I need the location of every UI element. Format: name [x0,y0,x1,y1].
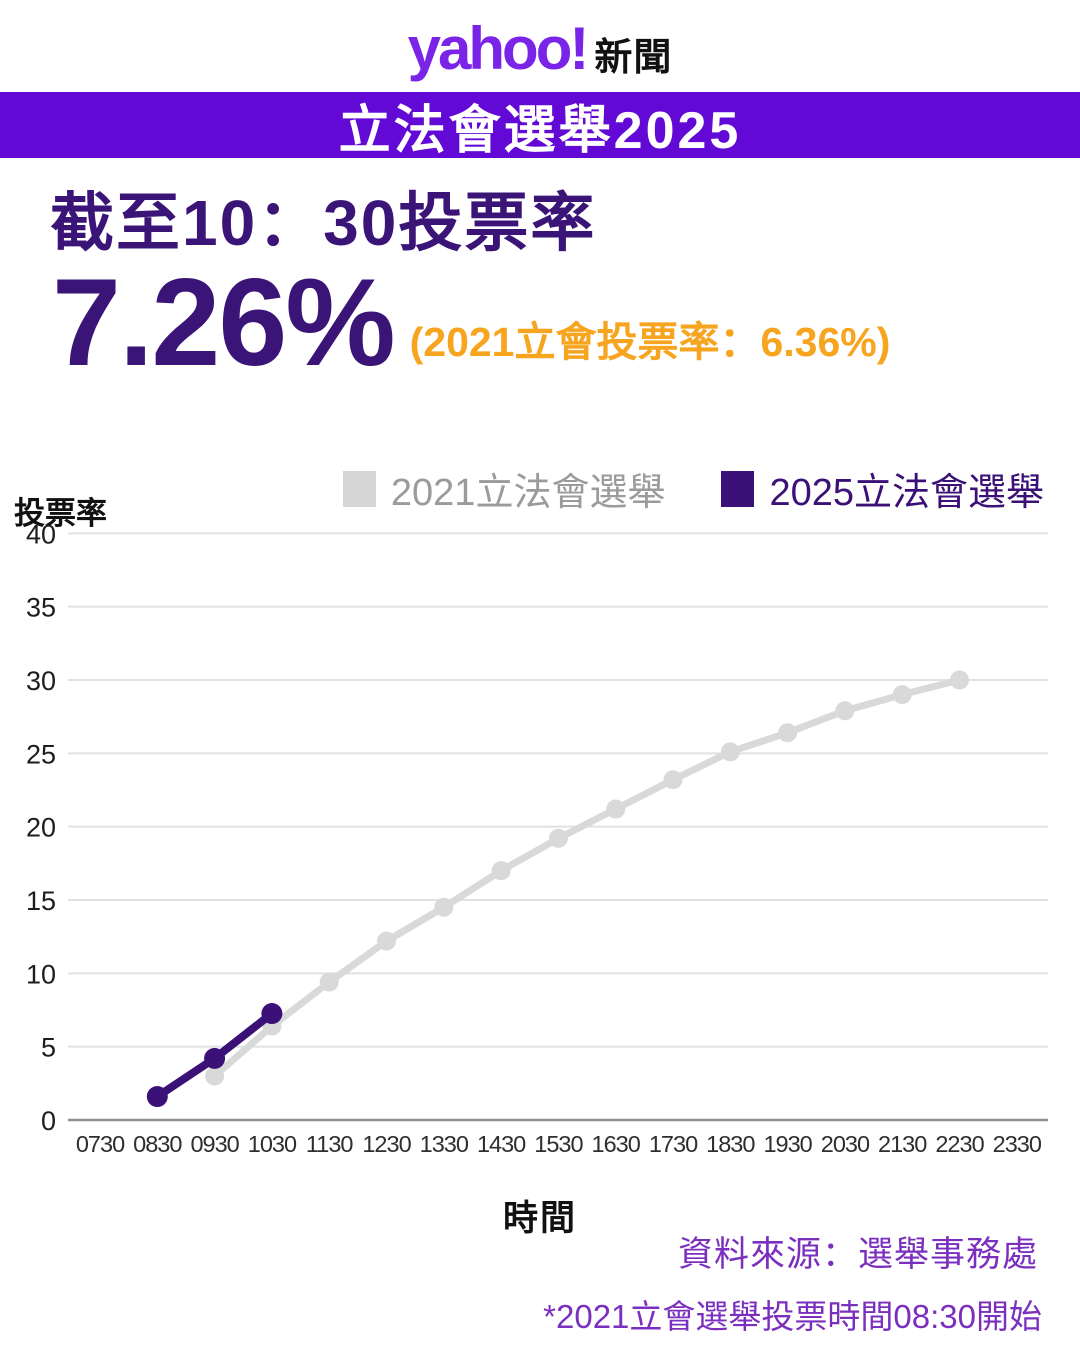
headline-figure-row: 7.26% (2021立會投票率：6.36%) [52,258,1062,388]
data-source-note: 資料來源：選舉事務處 [677,1235,1038,1274]
turnout-comparison-2021: (2021立會投票率：6.36%) [409,319,891,366]
svg-text:0930: 0930 [190,1131,239,1157]
legend-swatch-2021 [342,470,376,507]
svg-text:1130: 1130 [306,1131,353,1157]
svg-text:1230: 1230 [362,1131,411,1157]
legend-item-2025: 2025立法會選舉 [721,461,1044,516]
svg-text:35: 35 [26,593,56,623]
headline-title: 截至10：30投票率 [50,187,597,259]
svg-text:40: 40 [26,519,56,549]
svg-text:1030: 1030 [248,1131,297,1157]
svg-text:5: 5 [41,1033,56,1063]
svg-text:2030: 2030 [821,1131,870,1157]
yahoo-news-label: 新聞 [594,36,673,79]
svg-text:0730: 0730 [76,1131,125,1157]
footnote-2021-start-time: *2021立會選舉投票時間08:30開始 [543,1298,1042,1335]
svg-text:0830: 0830 [133,1131,182,1157]
yahoo-logo: yahoo! [407,14,590,82]
svg-text:1830: 1830 [706,1131,755,1157]
svg-text:1930: 1930 [763,1131,812,1157]
svg-text:1730: 1730 [649,1131,698,1157]
svg-text:0: 0 [41,1106,56,1136]
svg-text:20: 20 [26,813,56,843]
legend-label-2025: 2025立法會選舉 [769,472,1044,514]
svg-text:30: 30 [26,666,56,696]
svg-text:1430: 1430 [477,1131,526,1157]
svg-text:1330: 1330 [420,1131,469,1157]
y-axis-title: 投票率 [14,496,107,531]
title-banner: 立法會選舉2025 [0,92,1080,160]
legend-label-2021: 2021立法會選舉 [390,472,666,514]
legend-item-2021: 2021立法會選舉 [342,461,666,516]
svg-text:15: 15 [26,886,56,916]
svg-text:10: 10 [26,959,56,989]
x-axis-title: 時間 [502,1199,577,1238]
banner-title: 立法會選舉2025 [338,101,742,160]
turnout-big-number: 7.26% [52,254,396,392]
svg-text:2230: 2230 [935,1131,984,1157]
svg-text:1530: 1530 [534,1131,583,1157]
svg-text:2330: 2330 [993,1131,1042,1157]
turnout-line-chart: 0 5 10 15 20 25 30 35 40 0730 0830 0930 1030 1130 1230… [26,519,1048,1157]
svg-text:1630: 1630 [592,1131,641,1157]
chart-legend: 2021立法會選舉 2025立法會選舉 [342,461,1044,516]
legend-swatch-2025 [721,470,755,507]
svg-text:25: 25 [26,739,56,769]
header: yahoo! 新聞 [0,6,1080,90]
svg-text:2130: 2130 [878,1131,927,1157]
